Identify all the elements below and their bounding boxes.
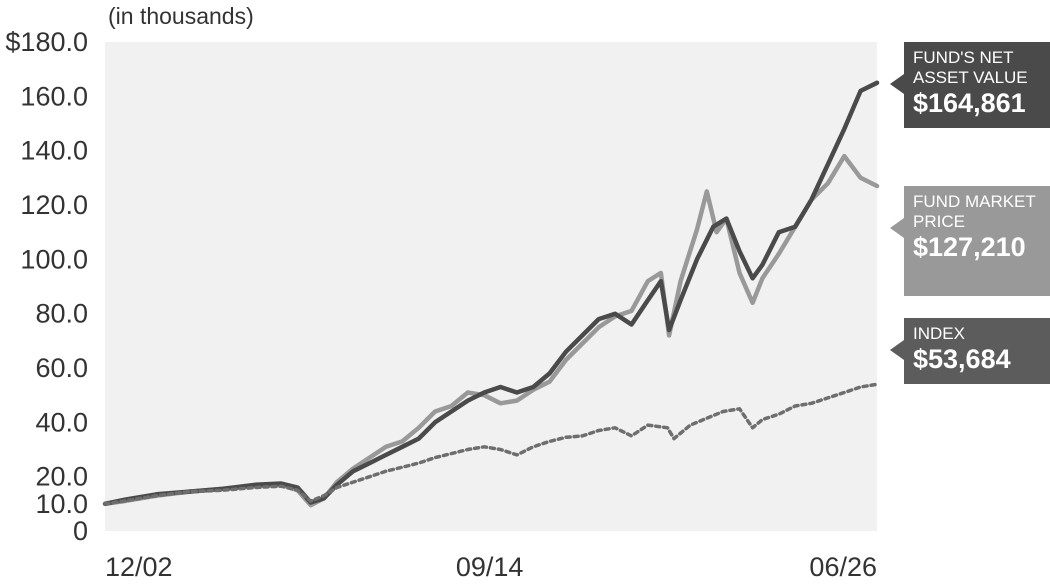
market-price-label: FUND MARKET PRICE bbox=[913, 192, 1036, 231]
index-callout: INDEX $53,684 bbox=[890, 318, 1050, 384]
y-tick-label: 120.0 bbox=[20, 190, 88, 220]
y-tick-label: 10.0 bbox=[35, 489, 88, 519]
x-axis-ticks: 12/02 09/14 06/26 bbox=[105, 552, 877, 582]
x-tick-label: 09/14 bbox=[456, 552, 524, 582]
market-price-value: $127,210 bbox=[913, 232, 1026, 262]
y-tick-label: 40.0 bbox=[35, 407, 88, 437]
y-tick-label: 80.0 bbox=[35, 299, 88, 329]
market-price-callout: FUND MARKET PRICE $127,210 bbox=[890, 186, 1050, 296]
y-tick-label: 140.0 bbox=[20, 136, 88, 166]
y-tick-label: 160.0 bbox=[20, 81, 88, 111]
x-tick-label: 12/02 bbox=[105, 552, 173, 582]
y-tick-label: 0 bbox=[73, 516, 88, 546]
index-value: $53,684 bbox=[913, 344, 1011, 374]
nav-value: $164,861 bbox=[913, 88, 1026, 118]
y-tick-label: 20.0 bbox=[35, 462, 88, 492]
y-tick-label: $180.0 bbox=[5, 27, 88, 57]
unit-label: (in thousands) bbox=[108, 3, 254, 29]
nav-label: FUND'S NET ASSET VALUE bbox=[913, 48, 1028, 87]
y-tick-label: 100.0 bbox=[20, 244, 88, 274]
index-label: INDEX bbox=[913, 324, 965, 343]
nav-callout: FUND'S NET ASSET VALUE $164,861 bbox=[890, 42, 1050, 128]
y-axis-ticks: 010.020.0 40.0 60.0 80.0 100.0 120.0 140.0 160.… bbox=[5, 27, 88, 546]
x-tick-label: 06/26 bbox=[809, 552, 877, 582]
y-tick-label: 60.0 bbox=[35, 353, 88, 383]
index-series-line bbox=[103, 382, 879, 506]
series-lines bbox=[102, 80, 880, 508]
